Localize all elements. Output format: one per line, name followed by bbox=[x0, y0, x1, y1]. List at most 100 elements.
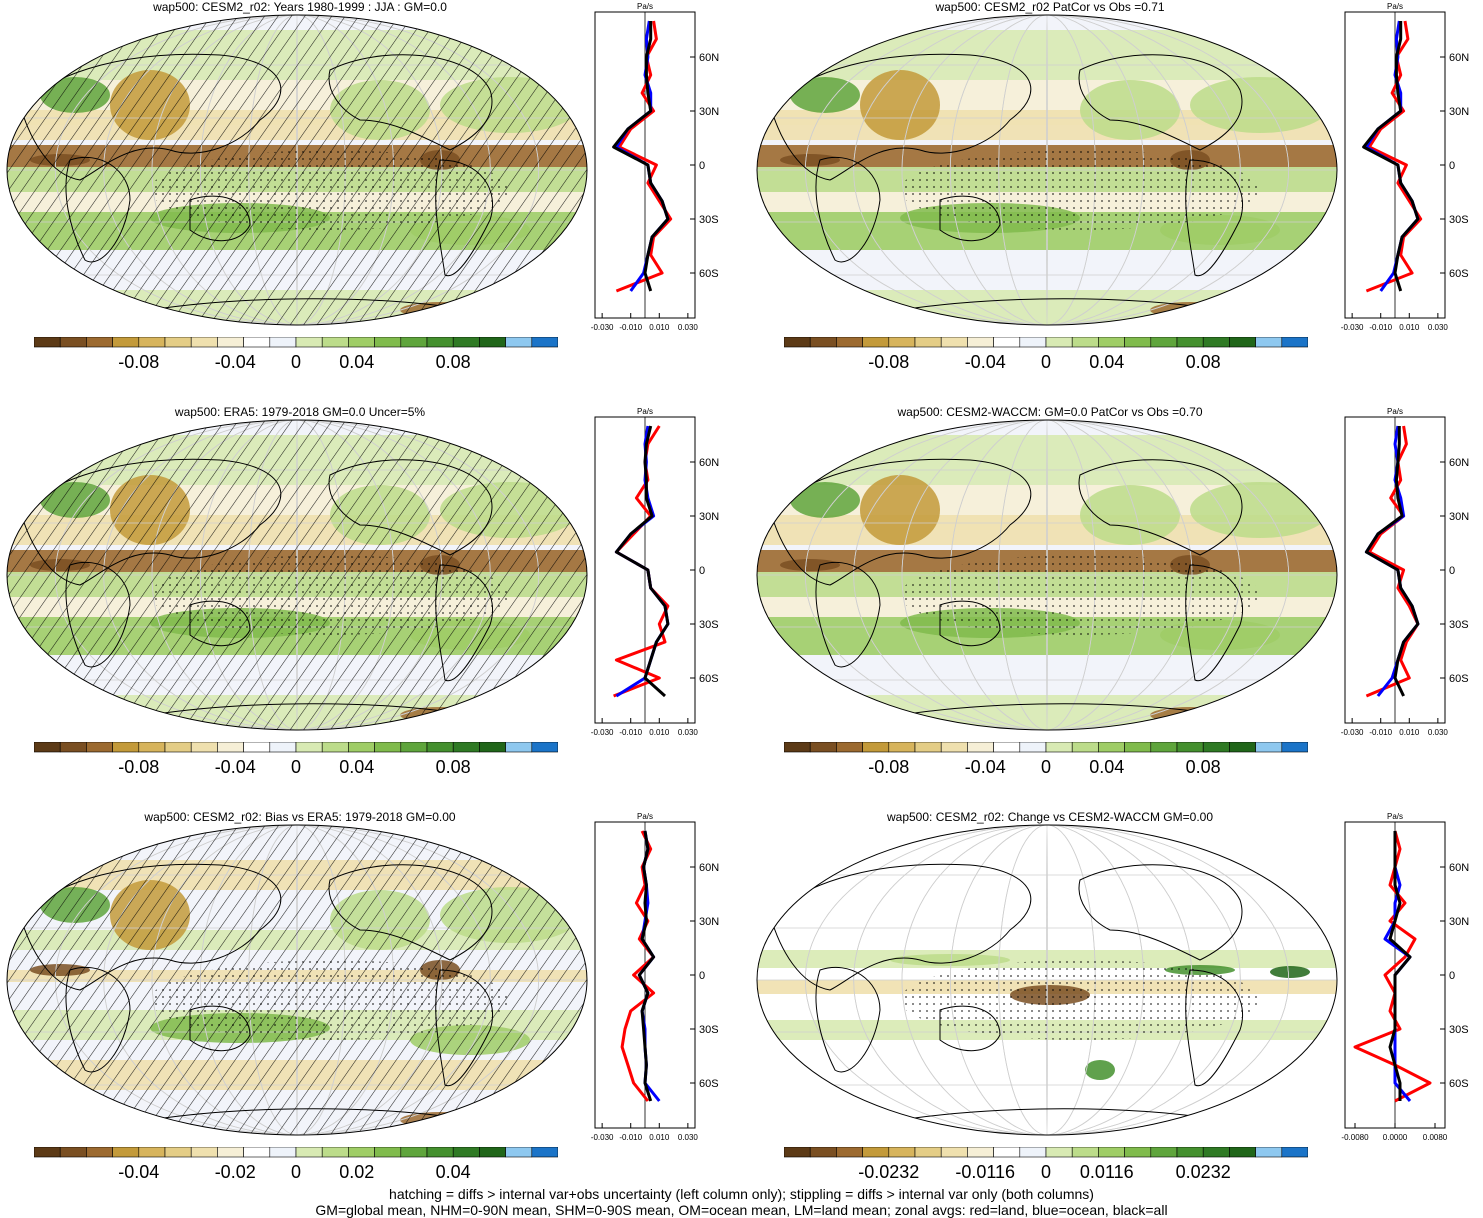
colorbar-swatch bbox=[348, 1147, 375, 1158]
colorbar-tick-label: 0 bbox=[290, 1162, 302, 1182]
colorbar-swatch bbox=[59, 742, 87, 753]
colorbar-tick-label: 0 bbox=[1040, 757, 1052, 777]
field-anomaly bbox=[780, 559, 840, 571]
colorbar-swatch bbox=[86, 337, 113, 348]
colorbar-swatch bbox=[400, 742, 428, 753]
colorbar-swatch bbox=[426, 337, 454, 348]
x-tick-label: 0.0080 bbox=[1423, 1133, 1448, 1142]
robinson-map bbox=[756, 419, 1338, 731]
colorbar-swatch bbox=[914, 337, 942, 348]
colorbar-labels: -0.08 -0.04 0 0.04 0.08 bbox=[784, 757, 1308, 781]
x-tick-label: 0.010 bbox=[649, 728, 670, 737]
panel-title: wap500: CESM2_r02: Change vs CESM2-WACCM… bbox=[886, 810, 1213, 824]
colorbar-swatch bbox=[1124, 742, 1152, 753]
colorbar-swatch bbox=[400, 337, 428, 348]
colorbar-swatch bbox=[836, 742, 863, 753]
field-anomaly bbox=[1160, 620, 1280, 650]
colorbar-swatch bbox=[34, 337, 61, 348]
colorbar-swatch bbox=[164, 337, 192, 348]
colorbar bbox=[784, 1147, 1308, 1158]
colorbar-swatch bbox=[138, 1147, 166, 1158]
colorbar-swatch bbox=[426, 742, 454, 753]
colorbar-swatch bbox=[1281, 742, 1308, 753]
field-anomaly bbox=[1270, 966, 1310, 978]
x-tick-label: 0.010 bbox=[649, 1133, 670, 1142]
colorbar-swatch bbox=[1150, 742, 1178, 753]
colorbar-swatch bbox=[967, 337, 994, 348]
colorbar-swatch bbox=[1255, 1147, 1283, 1158]
field-anomaly bbox=[890, 954, 1010, 966]
y-tick-label: 30S bbox=[699, 214, 719, 226]
y-tick-label: 0 bbox=[1449, 565, 1455, 577]
colorbar bbox=[34, 742, 558, 753]
map-border bbox=[6, 824, 588, 1136]
colorbar-tick-label: 0.08 bbox=[1185, 352, 1221, 372]
colorbar-swatch bbox=[269, 1147, 297, 1158]
colorbar-swatch bbox=[479, 1147, 506, 1158]
field-band bbox=[757, 30, 1337, 80]
colorbar-swatch bbox=[505, 337, 533, 348]
colorbar-swatch bbox=[59, 337, 87, 348]
footer-note-line2: GM=global mean, NHM=0-90N mean, SHM=0-90… bbox=[315, 1202, 1168, 1218]
colorbar-swatch bbox=[836, 1147, 863, 1158]
coastline bbox=[815, 561, 881, 668]
colorbar-swatch bbox=[164, 1147, 192, 1158]
colorbar-swatch bbox=[452, 1147, 480, 1158]
colorbar-swatch bbox=[348, 337, 375, 348]
field-anomaly bbox=[1190, 482, 1330, 538]
colorbar-tick-label: -0.04 bbox=[214, 352, 256, 372]
colorbar-tick-label: 0.04 bbox=[1089, 352, 1125, 372]
panel-cesm2-patcor: wap500: CESM2_r02 PatCor vs Obs =0.71 Pa… bbox=[750, 0, 1483, 405]
profile-line-all bbox=[1388, 831, 1412, 1101]
colorbar-swatch bbox=[1176, 742, 1204, 753]
colorbar-swatch bbox=[940, 337, 968, 348]
colorbar-swatch bbox=[479, 742, 506, 753]
colorbar-swatch bbox=[1098, 1147, 1125, 1158]
panel-title: wap500: ERA5: 1979-2018 GM=0.0 Uncer=5% bbox=[174, 405, 426, 419]
colorbar bbox=[34, 337, 558, 348]
y-tick-label: 30N bbox=[1449, 916, 1469, 928]
profile-unit: Pa/s bbox=[637, 2, 653, 11]
colorbar-swatch bbox=[112, 742, 140, 753]
panel-change-vs-waccm: wap500: CESM2_r02: Change vs CESM2-WACCM… bbox=[750, 810, 1483, 1215]
x-tick-label: -0.030 bbox=[1341, 323, 1364, 332]
colorbar-swatch bbox=[531, 742, 558, 753]
field-anomaly bbox=[1085, 1060, 1115, 1080]
panel-title: wap500: CESM2-WACCM: GM=0.0 PatCor vs Ob… bbox=[897, 405, 1203, 419]
colorbar-swatch bbox=[967, 742, 994, 753]
panel-title: wap500: CESM2_r02 PatCor vs Obs =0.71 bbox=[935, 0, 1165, 14]
y-tick-label: 0 bbox=[1449, 160, 1455, 172]
colorbar-swatch bbox=[164, 742, 192, 753]
colorbar-swatch bbox=[940, 1147, 968, 1158]
colorbar-tick-label: 0.0116 bbox=[1079, 1162, 1134, 1182]
colorbar-tick-label: -0.08 bbox=[868, 757, 910, 777]
profile-line-ocean bbox=[1383, 831, 1412, 1102]
map-border bbox=[6, 419, 588, 731]
coastline bbox=[815, 966, 881, 1073]
x-tick-label: 0.0000 bbox=[1383, 1133, 1408, 1142]
colorbar-swatch bbox=[888, 1147, 916, 1158]
panel-cesm2-climatology: wap500: CESM2_r02: Years 1980-1999 : JJA… bbox=[0, 0, 741, 405]
colorbar-labels: -0.08 -0.04 0 0.04 0.08 bbox=[34, 352, 558, 376]
panel-bias-vs-era5: wap500: CESM2_r02: Bias vs ERA5: 1979-20… bbox=[0, 810, 741, 1215]
y-tick-label: 30S bbox=[1449, 214, 1469, 226]
colorbar-swatch bbox=[1124, 1147, 1152, 1158]
zonal-average-profile: Pa/s 60N 30N 0 30S 60S -0.030 -0.010 0.010 0.030 bbox=[1341, 407, 1469, 737]
colorbar-swatch bbox=[479, 337, 506, 348]
y-tick-label: 30S bbox=[699, 1024, 719, 1036]
colorbar-tick-label: -0.04 bbox=[118, 1162, 160, 1182]
profile-line-land bbox=[613, 425, 670, 698]
colorbar-swatch bbox=[295, 742, 323, 753]
zonal-average-profile: Pa/s 60N 30N 0 30S 60S -0.030 -0.010 0.010 0.030 bbox=[1341, 2, 1469, 332]
field-band bbox=[757, 250, 1337, 290]
colorbar-swatch bbox=[784, 742, 811, 753]
map-field bbox=[757, 825, 1337, 1135]
colorbar-swatch bbox=[1229, 337, 1256, 348]
profile-line-land bbox=[615, 20, 673, 293]
colorbar-swatch bbox=[1019, 1147, 1047, 1158]
colorbar-tick-label: -0.04 bbox=[214, 757, 256, 777]
colorbar-swatch bbox=[1150, 337, 1178, 348]
colorbar-swatch bbox=[888, 742, 916, 753]
colorbar-swatch bbox=[86, 1147, 113, 1158]
colorbar-swatch bbox=[993, 1147, 1021, 1158]
